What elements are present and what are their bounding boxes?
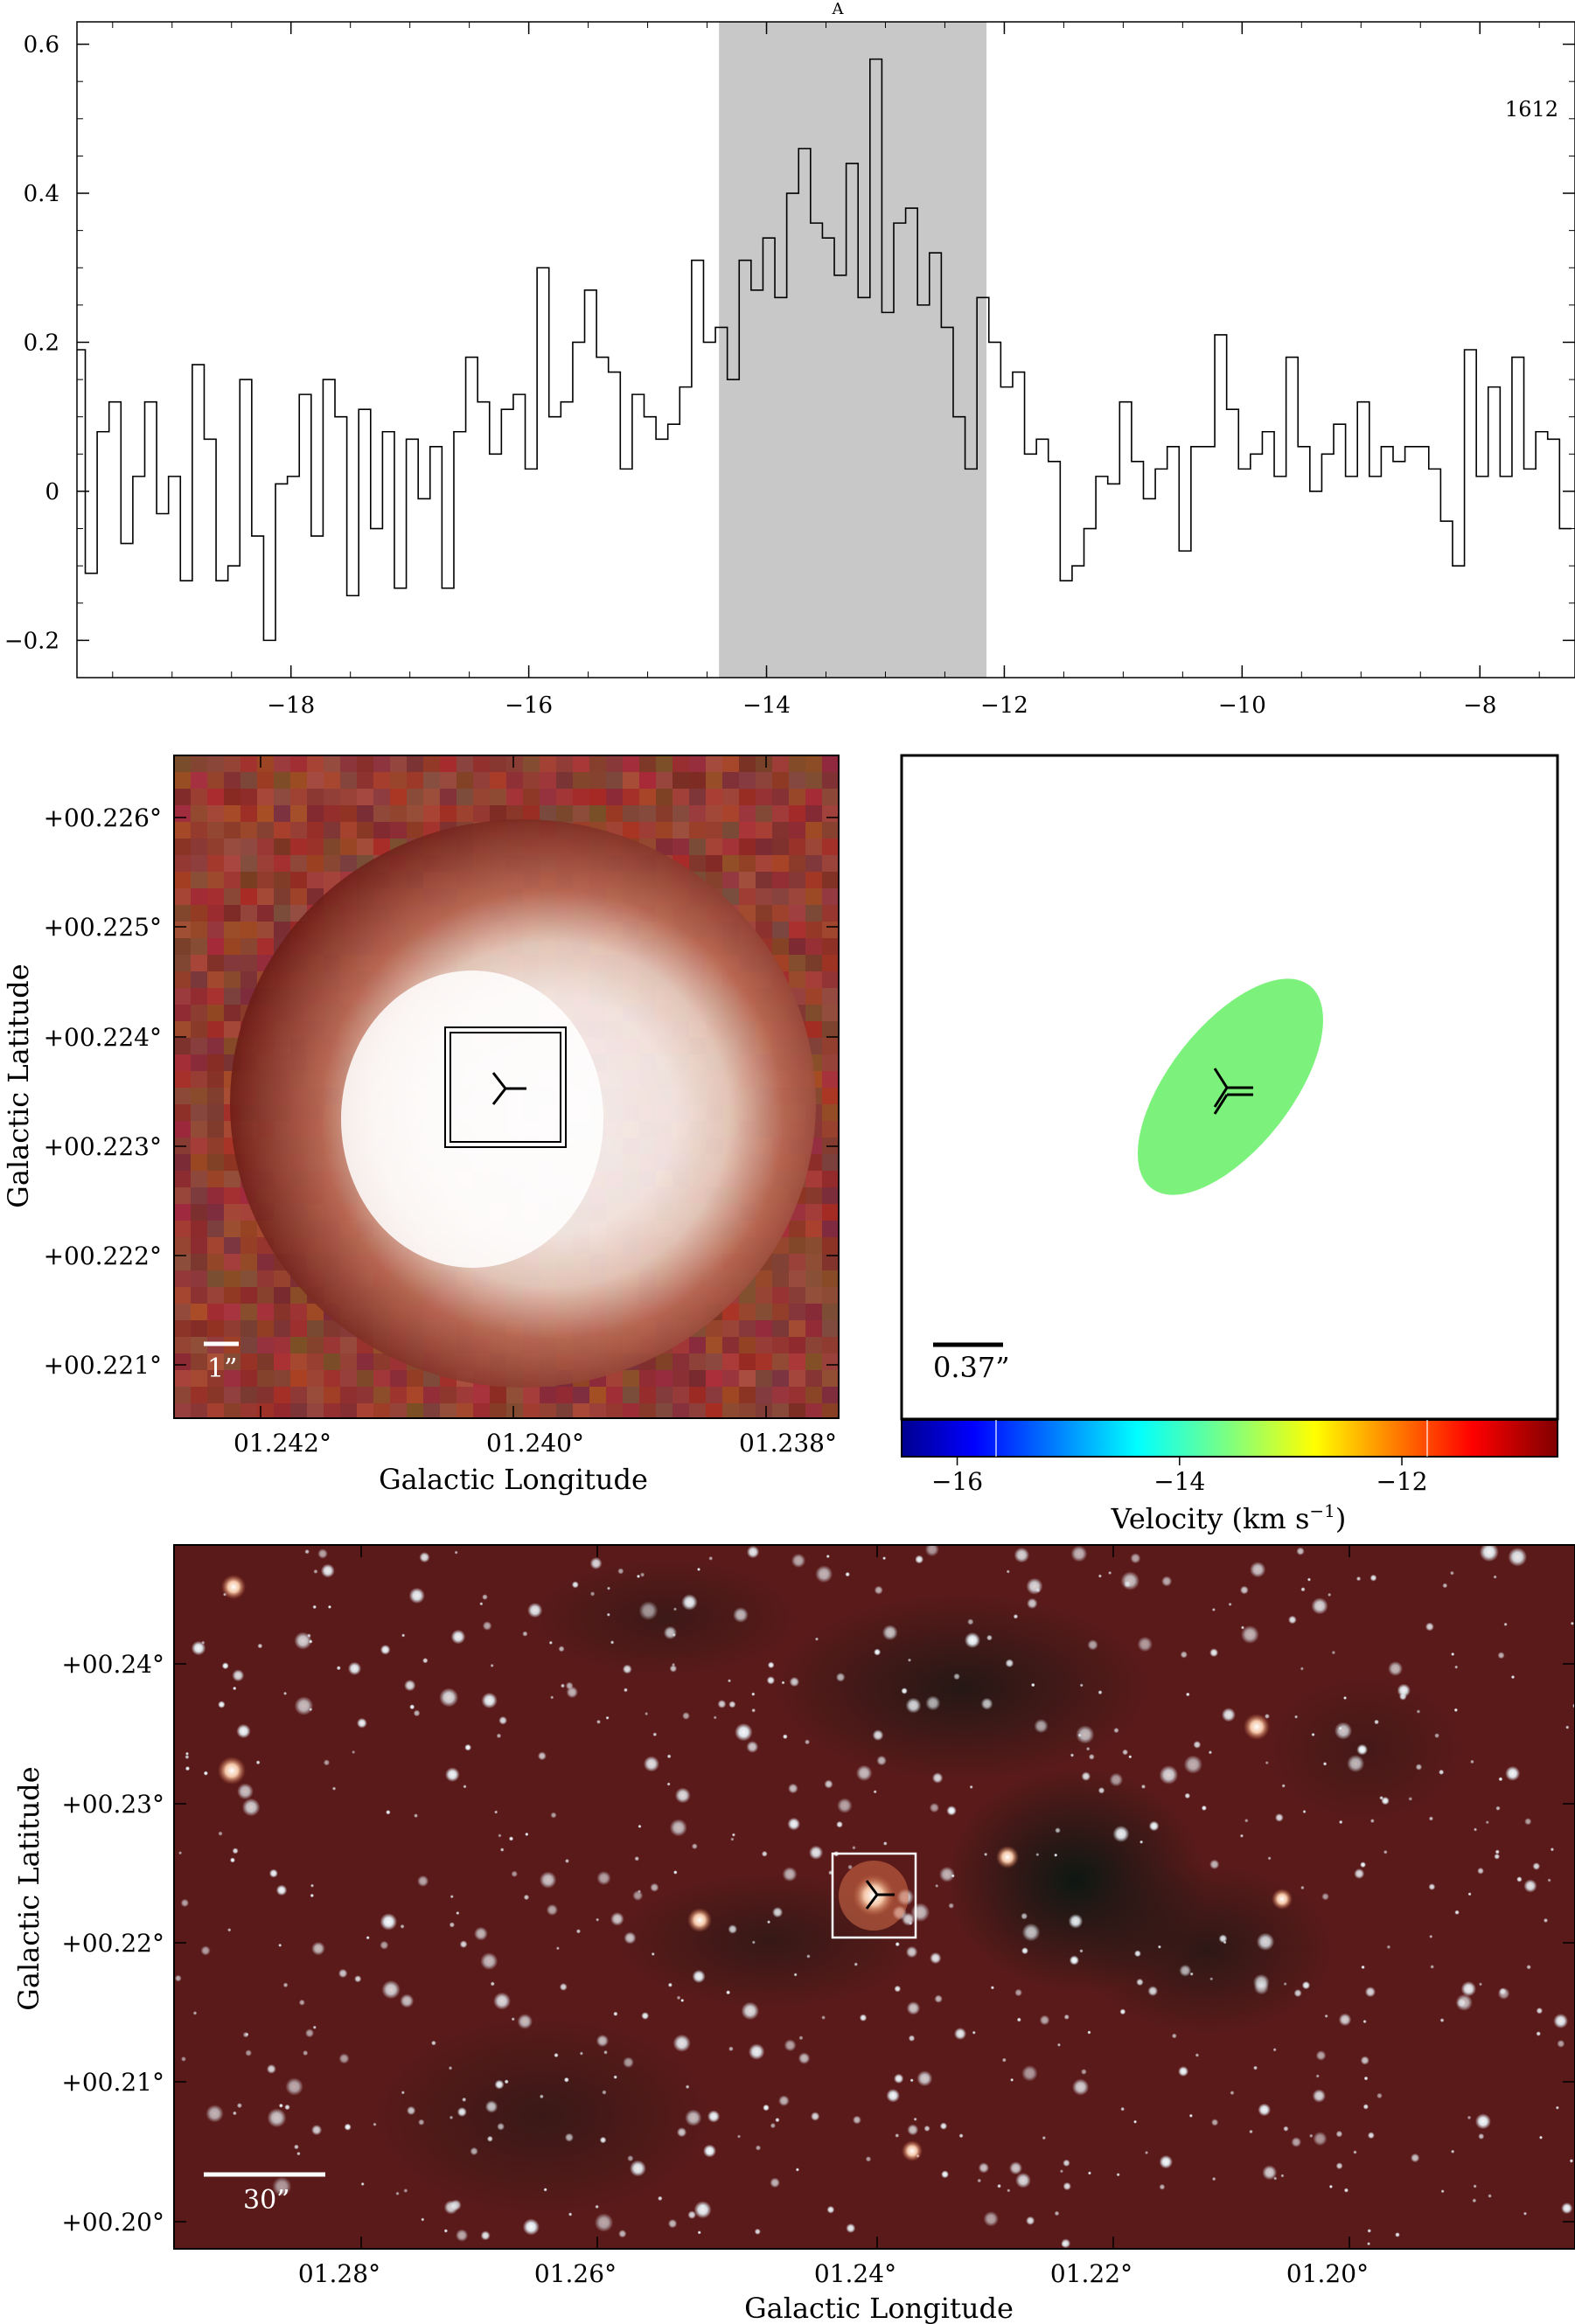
maser-scale-label: 0.37”	[933, 1351, 1010, 1384]
spectrum-y-tick-label: 0	[45, 479, 59, 505]
dark-clouds	[367, 1556, 1469, 2221]
spectrum-y-tick-label: 0.6	[24, 32, 59, 59]
spectrum-line	[77, 58, 1572, 642]
spectrum-y-tick-label: 0.2	[24, 330, 59, 356]
zoom-image-panel: 1” 01.242° 01.240° 01.238° +00.226° +00.225…	[2, 755, 840, 1496]
wide-x-axis-label: Galactic Longitude	[744, 2292, 1014, 2324]
wide-x-tick-label: 01.20°	[1286, 2259, 1369, 2288]
colorbar-label: Velocity (km s−1)	[1111, 1500, 1347, 1535]
spectrum-x-tick-label: −10	[1218, 692, 1266, 719]
zoom-y-tick-label: +00.222°	[44, 1242, 162, 1270]
wide-y-tick-label: +00.22°	[61, 1929, 164, 1958]
colorbar-tick-label: −12	[1376, 1467, 1427, 1496]
velocity-range-label: A	[832, 0, 845, 18]
velocity-range-shade	[719, 22, 987, 678]
zoom-y-tick-label: +00.223°	[44, 1132, 162, 1161]
spectrum-x-ticks: −18 −16 −14 −12 −10 −8	[112, 22, 1540, 719]
zoom-x-axis-label: Galactic Longitude	[379, 1463, 648, 1496]
spectrum-y-tick-label: −0.2	[4, 628, 59, 654]
zoom-x-tick-label: 01.240°	[486, 1429, 584, 1458]
wide-y-tick-label: +00.23°	[61, 1790, 164, 1819]
target-marker	[865, 1880, 895, 1910]
spectrum-x-tick-label: −16	[505, 692, 553, 719]
spectrum-panel: A 1612 −18 −16 −14 −12 −10 −8 0.6 0.4 0.2 0 −0.2	[4, 0, 1575, 719]
source-box-outer	[444, 1026, 567, 1148]
zoom-x-ticks: 01.242° 01.240° 01.238°	[233, 755, 837, 1458]
wide-x-tick-label: 01.28°	[298, 2259, 380, 2288]
spectrum-y-ticks: 0.6 0.4 0.2 0 −0.2	[4, 32, 1575, 654]
zoom-y-tick-label: +00.224°	[44, 1023, 162, 1052]
zoom-y-tick-label: +00.221°	[44, 1351, 162, 1380]
target-box	[831, 1852, 917, 1939]
spectrum-x-tick-label: −14	[742, 692, 791, 719]
zoom-y-ticks: +00.226° +00.225° +00.224° +00.223° +00.222°…	[44, 804, 839, 1380]
wide-y-axis-label: Galactic Latitude	[12, 1766, 45, 2010]
star-field	[174, 1545, 1575, 2249]
velocity-colorbar	[901, 1419, 1558, 1458]
colorbar-ticks: −16 −14 −12	[931, 1457, 1428, 1496]
zoom-image-frame	[173, 755, 840, 1419]
wide-y-tick-label: +00.21°	[61, 2068, 164, 2097]
zoom-y-tick-label: +00.226°	[44, 804, 162, 832]
frequency-label: 1612	[1505, 97, 1558, 122]
wide-x-tick-label: 01.22°	[1050, 2259, 1132, 2288]
maser-map-panel: 0.37” −16 −14 −12 Velocity (km s−1)	[900, 754, 1559, 1535]
spectrum-x-tick-label: −12	[980, 692, 1028, 719]
wide-field-panel: 30” 01.28° 01.26° 01.24° 01.22° 01.20° +00.2…	[12, 1544, 1575, 2324]
source-box-inner	[450, 1032, 561, 1143]
zoom-y-tick-label: +00.225°	[44, 913, 162, 942]
spectrum-x-tick-label: −18	[267, 692, 315, 719]
colorbar-tick-label: −14	[1153, 1467, 1205, 1496]
maser-spot-marker	[1213, 1068, 1253, 1115]
zoom-y-axis-label: Galactic Latitude	[2, 964, 35, 1207]
wide-x-ticks: 01.28° 01.26° 01.24° 01.22° 01.20°	[298, 1545, 1369, 2288]
spectrum-x-tick-label: −8	[1463, 692, 1496, 719]
colorbar-tick-label: −16	[931, 1467, 983, 1496]
scale-bar-label: 1”	[207, 1353, 237, 1384]
wide-y-tick-label: +00.24°	[61, 1650, 164, 1679]
spectrum-y-tick-label: 0.4	[24, 181, 59, 207]
wide-field-frame	[173, 1544, 1575, 2250]
wide-x-tick-label: 01.26°	[534, 2259, 617, 2288]
wide-y-tick-label: +00.20°	[61, 2208, 164, 2237]
wide-scale-label: 30”	[243, 2185, 290, 2216]
wide-y-ticks: +00.24° +00.23° +00.22° +00.21° +00.20°	[61, 1650, 1575, 2237]
zoom-x-tick-label: 01.238°	[739, 1429, 837, 1458]
maser-position-marker	[491, 1072, 526, 1105]
wide-x-tick-label: 01.24°	[814, 2259, 896, 2288]
zoom-x-tick-label: 01.242°	[233, 1429, 331, 1458]
